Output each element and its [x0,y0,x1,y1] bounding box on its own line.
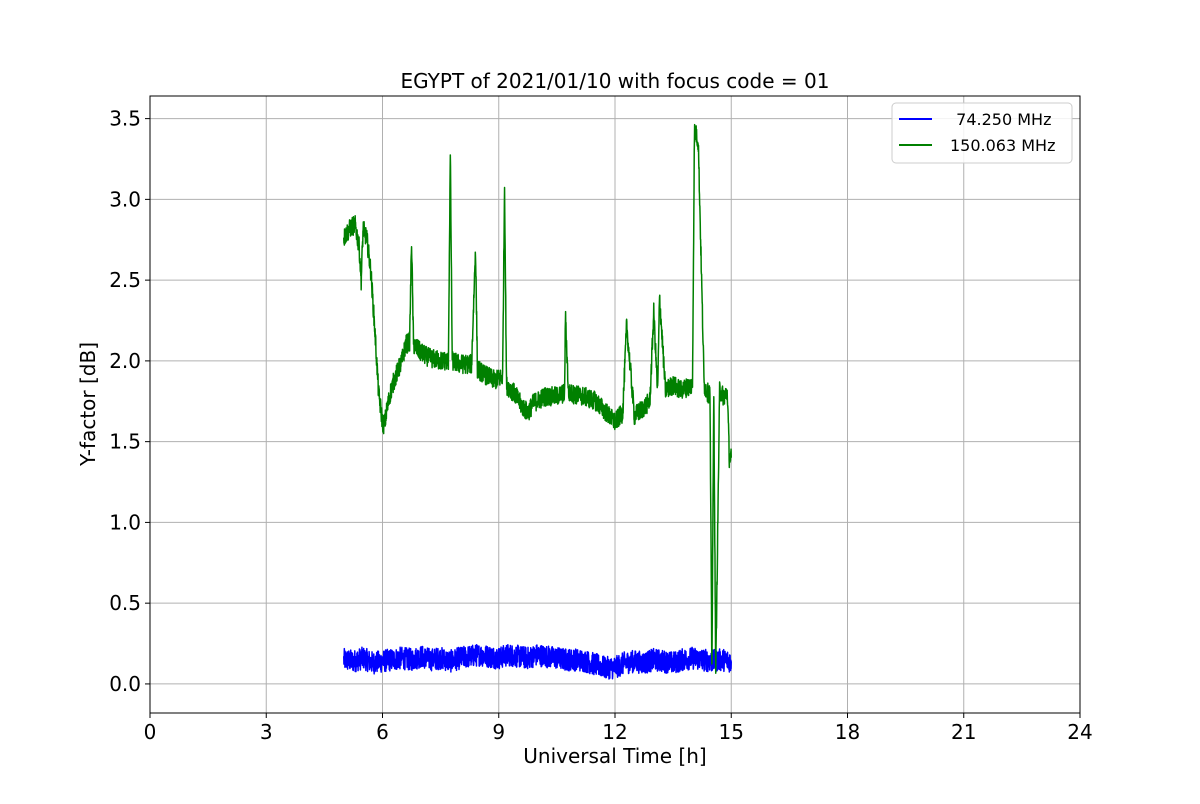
y-tick-label: 0.5 [109,591,141,615]
x-tick-label: 6 [376,720,389,744]
x-tick-label: 21 [951,720,976,744]
ticks: 0 3 6 9 12 15 18 21 24 0.0 0.5 1.0 1.5 2.0 2.5 3.0 3.5 [109,107,1093,744]
series-line-1 [343,123,732,675]
legend-label-150mhz: 150.063 MHz [950,136,1055,155]
x-tick-label: 0 [144,720,157,744]
series-line-0 [343,643,732,680]
x-tick-label: 15 [719,720,744,744]
x-tick-label: 24 [1067,720,1092,744]
y-tick-label: 0.0 [109,672,141,696]
series-layer [343,123,732,680]
y-tick-label: 3.0 [109,187,141,211]
y-tick-label: 2.0 [109,349,141,373]
x-tick-label: 12 [602,720,627,744]
x-tick-label: 18 [835,720,860,744]
x-tick-label: 9 [492,720,505,744]
legend-label-74mhz: 74.250 MHz [946,110,1051,129]
y-tick-label: 1.0 [109,510,141,534]
chart-title: EGYPT of 2021/01/10 with focus code = 01 [401,69,830,93]
y-tick-label: 3.5 [109,107,141,131]
x-axis-label: Universal Time [h] [523,744,706,768]
legend: 74.250 MHz 150.063 MHz [891,102,1073,164]
y-axis-label: Y-factor [dB] [76,342,100,467]
x-tick-label: 3 [260,720,273,744]
y-tick-label: 2.5 [109,268,141,292]
y-tick-label: 1.5 [109,430,141,454]
legend-box [891,102,1073,164]
